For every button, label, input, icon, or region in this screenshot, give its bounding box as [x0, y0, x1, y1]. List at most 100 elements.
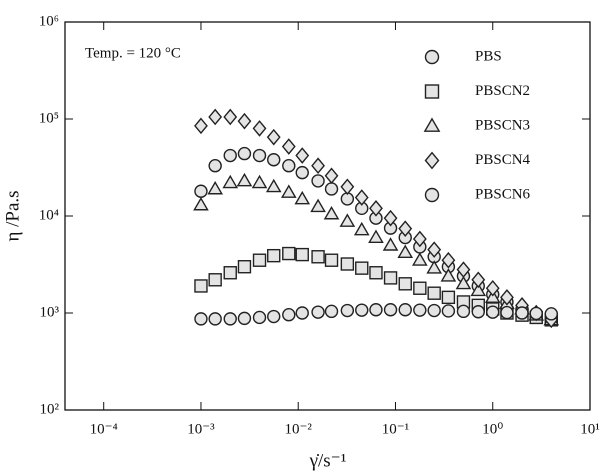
- point: [252, 310, 267, 325]
- point: [500, 289, 514, 306]
- point: [456, 304, 471, 319]
- legend-label: PBSCN4: [475, 152, 531, 168]
- point: [223, 108, 238, 126]
- point: [194, 184, 208, 198]
- point: [194, 312, 208, 326]
- point: [470, 282, 487, 297]
- point: [223, 312, 237, 326]
- point: [311, 174, 325, 188]
- point: [486, 305, 500, 319]
- legend-marker: [423, 117, 441, 132]
- point: [339, 213, 356, 227]
- point: [252, 148, 267, 163]
- point: [311, 250, 325, 264]
- point: [355, 303, 369, 317]
- y-tick-label: 10⁴: [39, 207, 59, 223]
- point: [237, 112, 252, 130]
- point: [383, 303, 398, 317]
- point: [398, 303, 412, 317]
- point: [295, 147, 310, 164]
- x-tick-label: 10¹: [580, 421, 600, 437]
- point: [208, 108, 223, 126]
- point: [237, 311, 252, 326]
- point: [544, 307, 558, 321]
- point: [251, 174, 268, 189]
- x-tick-label: 10⁻³: [187, 421, 215, 437]
- x-tick-label: 10⁻²: [285, 421, 313, 437]
- annotation: Temp. = 120 °C: [85, 45, 181, 61]
- point: [500, 305, 514, 320]
- point: [369, 303, 383, 317]
- y-tick-label: 10⁶: [39, 13, 59, 29]
- point: [340, 257, 355, 271]
- point: [355, 261, 369, 275]
- point: [267, 248, 281, 263]
- point: [208, 312, 222, 326]
- point: [369, 200, 383, 217]
- point: [324, 304, 339, 319]
- point: [426, 260, 442, 274]
- point: [208, 273, 222, 287]
- point: [427, 286, 441, 300]
- point: [324, 167, 339, 185]
- point: [280, 184, 297, 198]
- point: [340, 303, 355, 318]
- point: [236, 172, 253, 187]
- point: [237, 146, 252, 161]
- y-axis-title: η /Pa.s: [2, 190, 23, 241]
- point: [295, 165, 309, 180]
- legend-marker: [424, 151, 440, 170]
- point: [441, 251, 456, 269]
- y-tick-label: 10²: [40, 401, 60, 417]
- point: [456, 261, 471, 278]
- point: [265, 178, 282, 193]
- point: [311, 157, 325, 174]
- point: [471, 271, 486, 289]
- legend-label: PBS: [475, 48, 502, 64]
- point: [207, 180, 223, 195]
- point: [515, 306, 529, 320]
- legend-label: PBSCN2: [475, 83, 530, 99]
- legend-label: PBSCN3: [475, 117, 530, 133]
- point: [237, 260, 252, 274]
- x-axis-title: γ̇/s⁻¹: [309, 450, 347, 471]
- point: [529, 306, 543, 321]
- x-tick-label: 10⁰: [482, 421, 503, 437]
- point: [398, 220, 413, 237]
- legend-marker: [424, 84, 440, 99]
- point: [397, 244, 414, 259]
- y-tick-label: 10³: [40, 304, 60, 320]
- point: [441, 304, 456, 318]
- point: [282, 308, 296, 322]
- x-tick-label: 10⁻¹: [382, 421, 409, 437]
- legend-marker: [424, 49, 440, 65]
- point: [194, 117, 208, 135]
- point: [353, 221, 370, 236]
- point: [282, 159, 296, 173]
- point: [324, 253, 339, 267]
- point: [398, 277, 412, 291]
- point: [413, 303, 427, 317]
- point: [485, 279, 500, 297]
- point: [369, 266, 383, 280]
- x-tick-label: 10⁻⁴: [90, 421, 118, 437]
- point: [412, 230, 427, 248]
- point: [294, 190, 311, 205]
- point: [267, 153, 281, 167]
- point: [252, 120, 267, 137]
- point: [252, 253, 267, 267]
- point: [193, 196, 209, 211]
- point: [208, 159, 222, 173]
- point: [310, 198, 326, 213]
- point: [223, 148, 237, 163]
- point: [323, 205, 340, 220]
- point: [441, 290, 456, 305]
- point: [455, 275, 472, 290]
- point: [368, 229, 384, 244]
- y-tick-label: 10⁵: [39, 110, 59, 126]
- point: [383, 271, 398, 285]
- point: [440, 268, 457, 282]
- point: [295, 247, 309, 262]
- point: [382, 237, 399, 251]
